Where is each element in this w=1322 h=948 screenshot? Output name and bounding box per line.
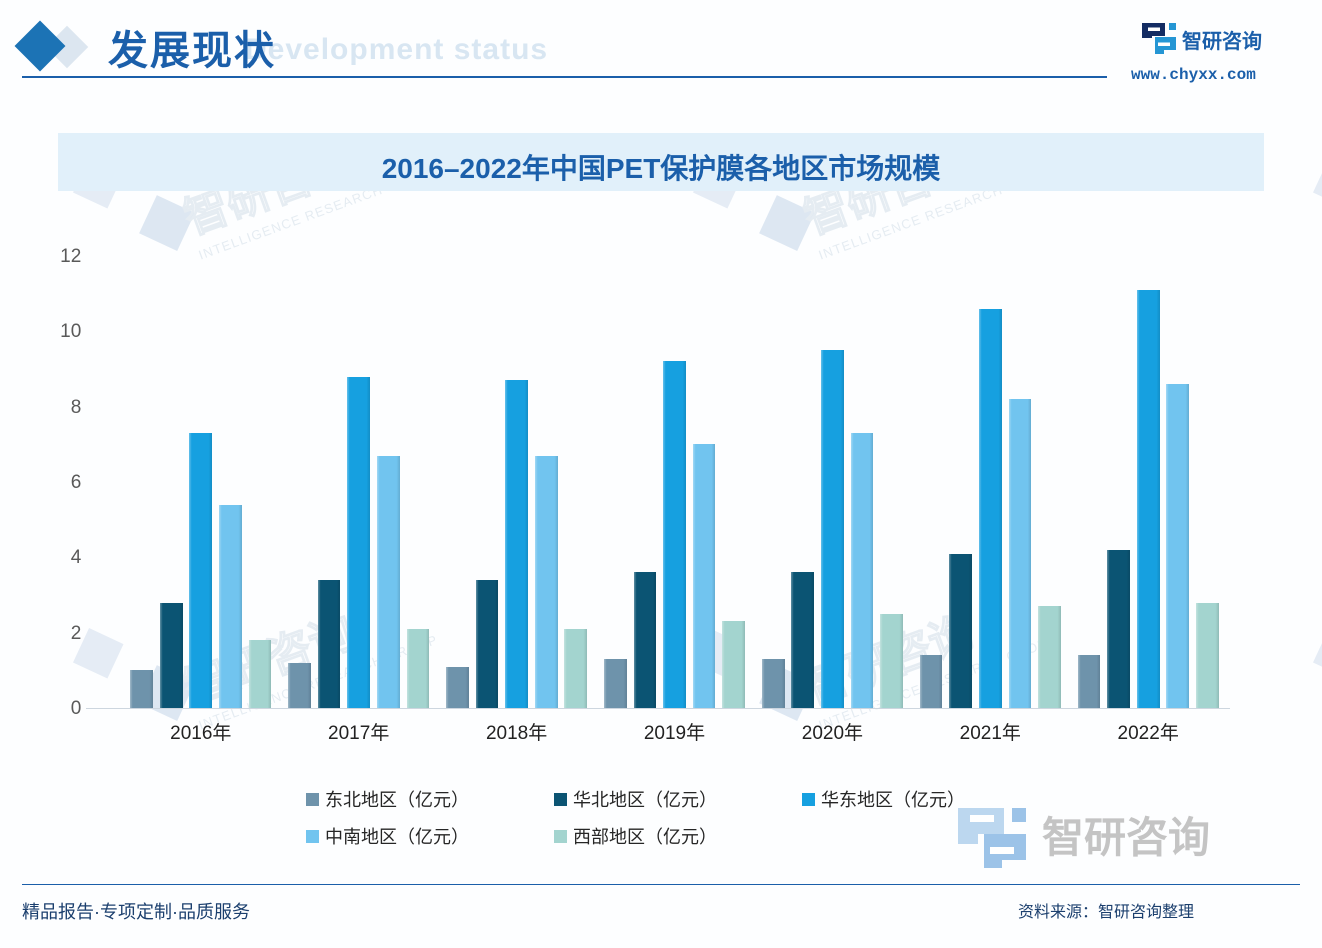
- svg-text:智研咨询: 智研咨询: [1042, 814, 1210, 861]
